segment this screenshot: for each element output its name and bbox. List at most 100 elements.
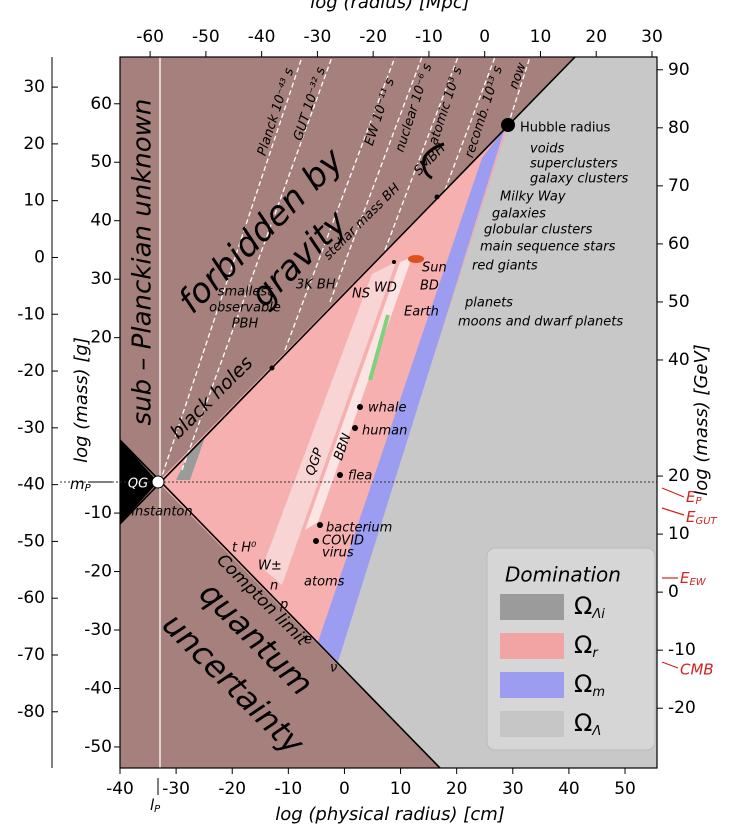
tick-label: 90 — [668, 60, 690, 80]
legend-symbol: Ω — [574, 709, 592, 737]
tick-label: -30 — [304, 27, 332, 47]
annotation: n — [270, 579, 278, 594]
plot-frame — [119, 56, 658, 769]
marker-sub: P — [85, 483, 92, 494]
annotation: PBH — [232, 317, 259, 332]
tick-label: 10 — [530, 27, 552, 47]
hubble-point — [501, 118, 515, 132]
tick-label: 50 — [614, 779, 636, 799]
energy-marker: CMB — [680, 661, 714, 679]
legend-swatch — [500, 672, 564, 698]
energy-marker: EGUT — [686, 508, 718, 528]
legend-swatch — [500, 711, 564, 737]
annotation: planets — [464, 296, 513, 311]
tick-label: 40 — [668, 350, 690, 370]
tick-label: -40 — [84, 678, 112, 698]
legend-sub: r — [592, 646, 599, 661]
annotation: Sun — [422, 261, 447, 276]
tick-label: 60 — [668, 234, 690, 254]
tick-label: 30 — [641, 27, 663, 47]
legend-symbol: Ω — [574, 592, 592, 620]
smbh-brace — [422, 142, 445, 180]
marker-base: l — [150, 796, 155, 814]
tick-label: -30 — [17, 418, 45, 438]
annotation: atoms — [304, 575, 345, 590]
marker-sub: P — [695, 496, 702, 507]
tick-label: 30 — [90, 269, 112, 289]
tick-label: 20 — [668, 466, 690, 486]
legend-sub: Λ — [591, 724, 601, 739]
region-label: sub – Planckian unknown — [128, 99, 158, 426]
tick-label: 20 — [446, 779, 468, 799]
qg-region — [120, 440, 158, 524]
tick-label: 40 — [558, 779, 580, 799]
tick-label: -10 — [84, 503, 112, 523]
tick-label: -30 — [84, 620, 112, 640]
annotation: voids — [530, 142, 565, 157]
tick-label: -50 — [192, 27, 220, 47]
annotation: WD — [374, 281, 397, 296]
legend-label: ΩΛ — [574, 709, 601, 739]
annotation: p — [279, 598, 288, 613]
annotation: bacterium — [326, 521, 392, 536]
omega-m-region — [318, 128, 505, 662]
tick-label: -80 — [17, 702, 45, 722]
tick-label: -40 — [17, 475, 45, 495]
marker-arrows — [661, 487, 685, 669]
sun-blob — [408, 255, 424, 263]
tick-label: 10 — [23, 191, 45, 211]
marker-base: E — [686, 508, 696, 526]
annotation: ν — [330, 661, 337, 676]
mass-marker: mP — [70, 475, 92, 495]
moons-strip — [368, 314, 390, 381]
tick-label: 20 — [90, 328, 112, 348]
tick-label: -50 — [17, 531, 45, 551]
tick-label: -20 — [359, 27, 387, 47]
x-axis-title: log (physical radius) [cm] — [275, 804, 505, 825]
tick-label: 60 — [90, 94, 112, 114]
tick-label: -10 — [415, 27, 443, 47]
tick-label: 0 — [668, 582, 679, 602]
annotation: flea — [348, 469, 372, 484]
object-dots — [269, 194, 440, 544]
annotation: instanton — [131, 505, 192, 520]
annotation: red giants — [472, 259, 538, 274]
tick-label: -30 — [162, 779, 190, 799]
tick-label: 30 — [502, 779, 524, 799]
tick-label: 0 — [479, 27, 490, 47]
annotation: t H⁰ — [232, 541, 257, 556]
tick-label: -10 — [274, 779, 302, 799]
annotation: Earth — [404, 305, 439, 320]
marker-base: E — [686, 488, 696, 506]
planck-point — [151, 475, 165, 489]
tick-label: -60 — [17, 588, 45, 608]
legend-swatch — [500, 594, 564, 620]
black-hole-line — [119, 56, 576, 525]
annotation: moons and dwarf planets — [458, 315, 623, 330]
marker-base: m — [70, 475, 85, 493]
annotation: e — [304, 633, 312, 648]
y2-axis-title: log (mass) [GeV] — [691, 344, 712, 496]
tick-label: 40 — [90, 211, 112, 231]
marker-sub: EW — [689, 577, 706, 588]
tick-label: -60 — [136, 27, 164, 47]
tick-label: 50 — [90, 152, 112, 172]
annotation: virus — [322, 546, 354, 561]
marker-sub: P — [154, 804, 161, 815]
y-axis-title: log (mass) [g] — [71, 337, 92, 463]
annotation: COVID — [322, 534, 364, 549]
tick-label: 10 — [390, 779, 412, 799]
marker-base: E — [680, 569, 690, 587]
annotation: W± — [258, 559, 282, 574]
annotation: human — [362, 424, 407, 439]
legend-label: Ωr — [574, 631, 599, 661]
legend-label: Ωm — [574, 670, 605, 700]
tick-label: -40 — [248, 27, 276, 47]
tick-label: -20 — [84, 562, 112, 582]
annotation: galaxy clusters — [530, 172, 629, 187]
annotation: observable — [209, 301, 281, 316]
tick-label: -40 — [106, 779, 134, 799]
tick-label: 20 — [23, 134, 45, 154]
